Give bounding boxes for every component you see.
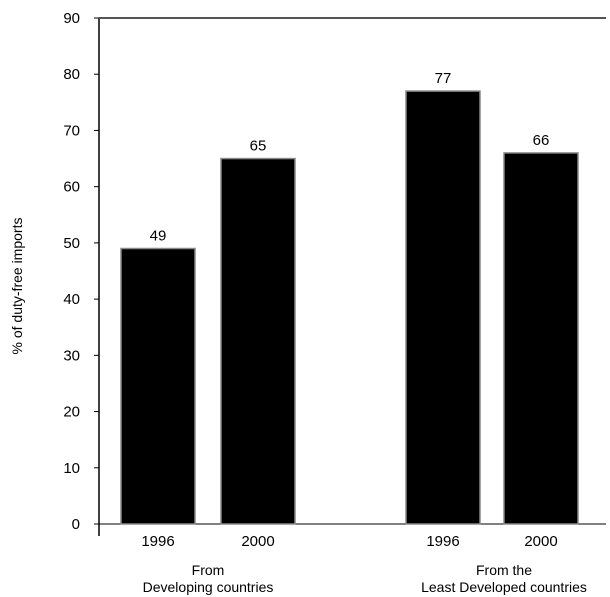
y-tick-label: 50 — [63, 235, 80, 252]
bar-value-label: 66 — [533, 132, 550, 149]
y-tick-label: 70 — [63, 122, 80, 139]
y-tick-label: 90 — [63, 10, 80, 27]
y-tick-label: 0 — [72, 516, 80, 533]
x-group-label: Least Developed countries — [421, 579, 587, 595]
bar — [503, 152, 579, 525]
x-category-label: 1996 — [141, 533, 174, 550]
x-group-label: Developing countries — [143, 579, 274, 595]
data-labels: 49 65 77 66 — [150, 70, 550, 244]
x-category-label: 2000 — [524, 533, 557, 550]
x-group-label: From the — [476, 562, 532, 578]
y-tick-label: 10 — [63, 460, 80, 477]
y-tick-label: 60 — [63, 179, 80, 196]
x-group-label: From — [192, 562, 225, 578]
y-tick-label: 20 — [63, 404, 80, 421]
bar — [220, 157, 296, 525]
x-category-label: 1996 — [426, 533, 459, 550]
y-axis-title: % of duty-free imports — [9, 218, 25, 355]
y-tick-label: 80 — [63, 66, 80, 83]
x-category-label: 2000 — [241, 533, 274, 550]
bars — [120, 90, 579, 525]
bar — [120, 247, 196, 525]
y-axis-ticks: 0 10 20 30 40 50 60 70 80 90 — [63, 10, 99, 533]
bar-value-label: 49 — [150, 228, 167, 245]
y-tick-label: 30 — [63, 347, 80, 364]
bar-value-label: 77 — [435, 70, 452, 87]
bar-value-label: 65 — [250, 138, 267, 155]
y-tick-label: 40 — [63, 291, 80, 308]
bar — [405, 90, 481, 525]
